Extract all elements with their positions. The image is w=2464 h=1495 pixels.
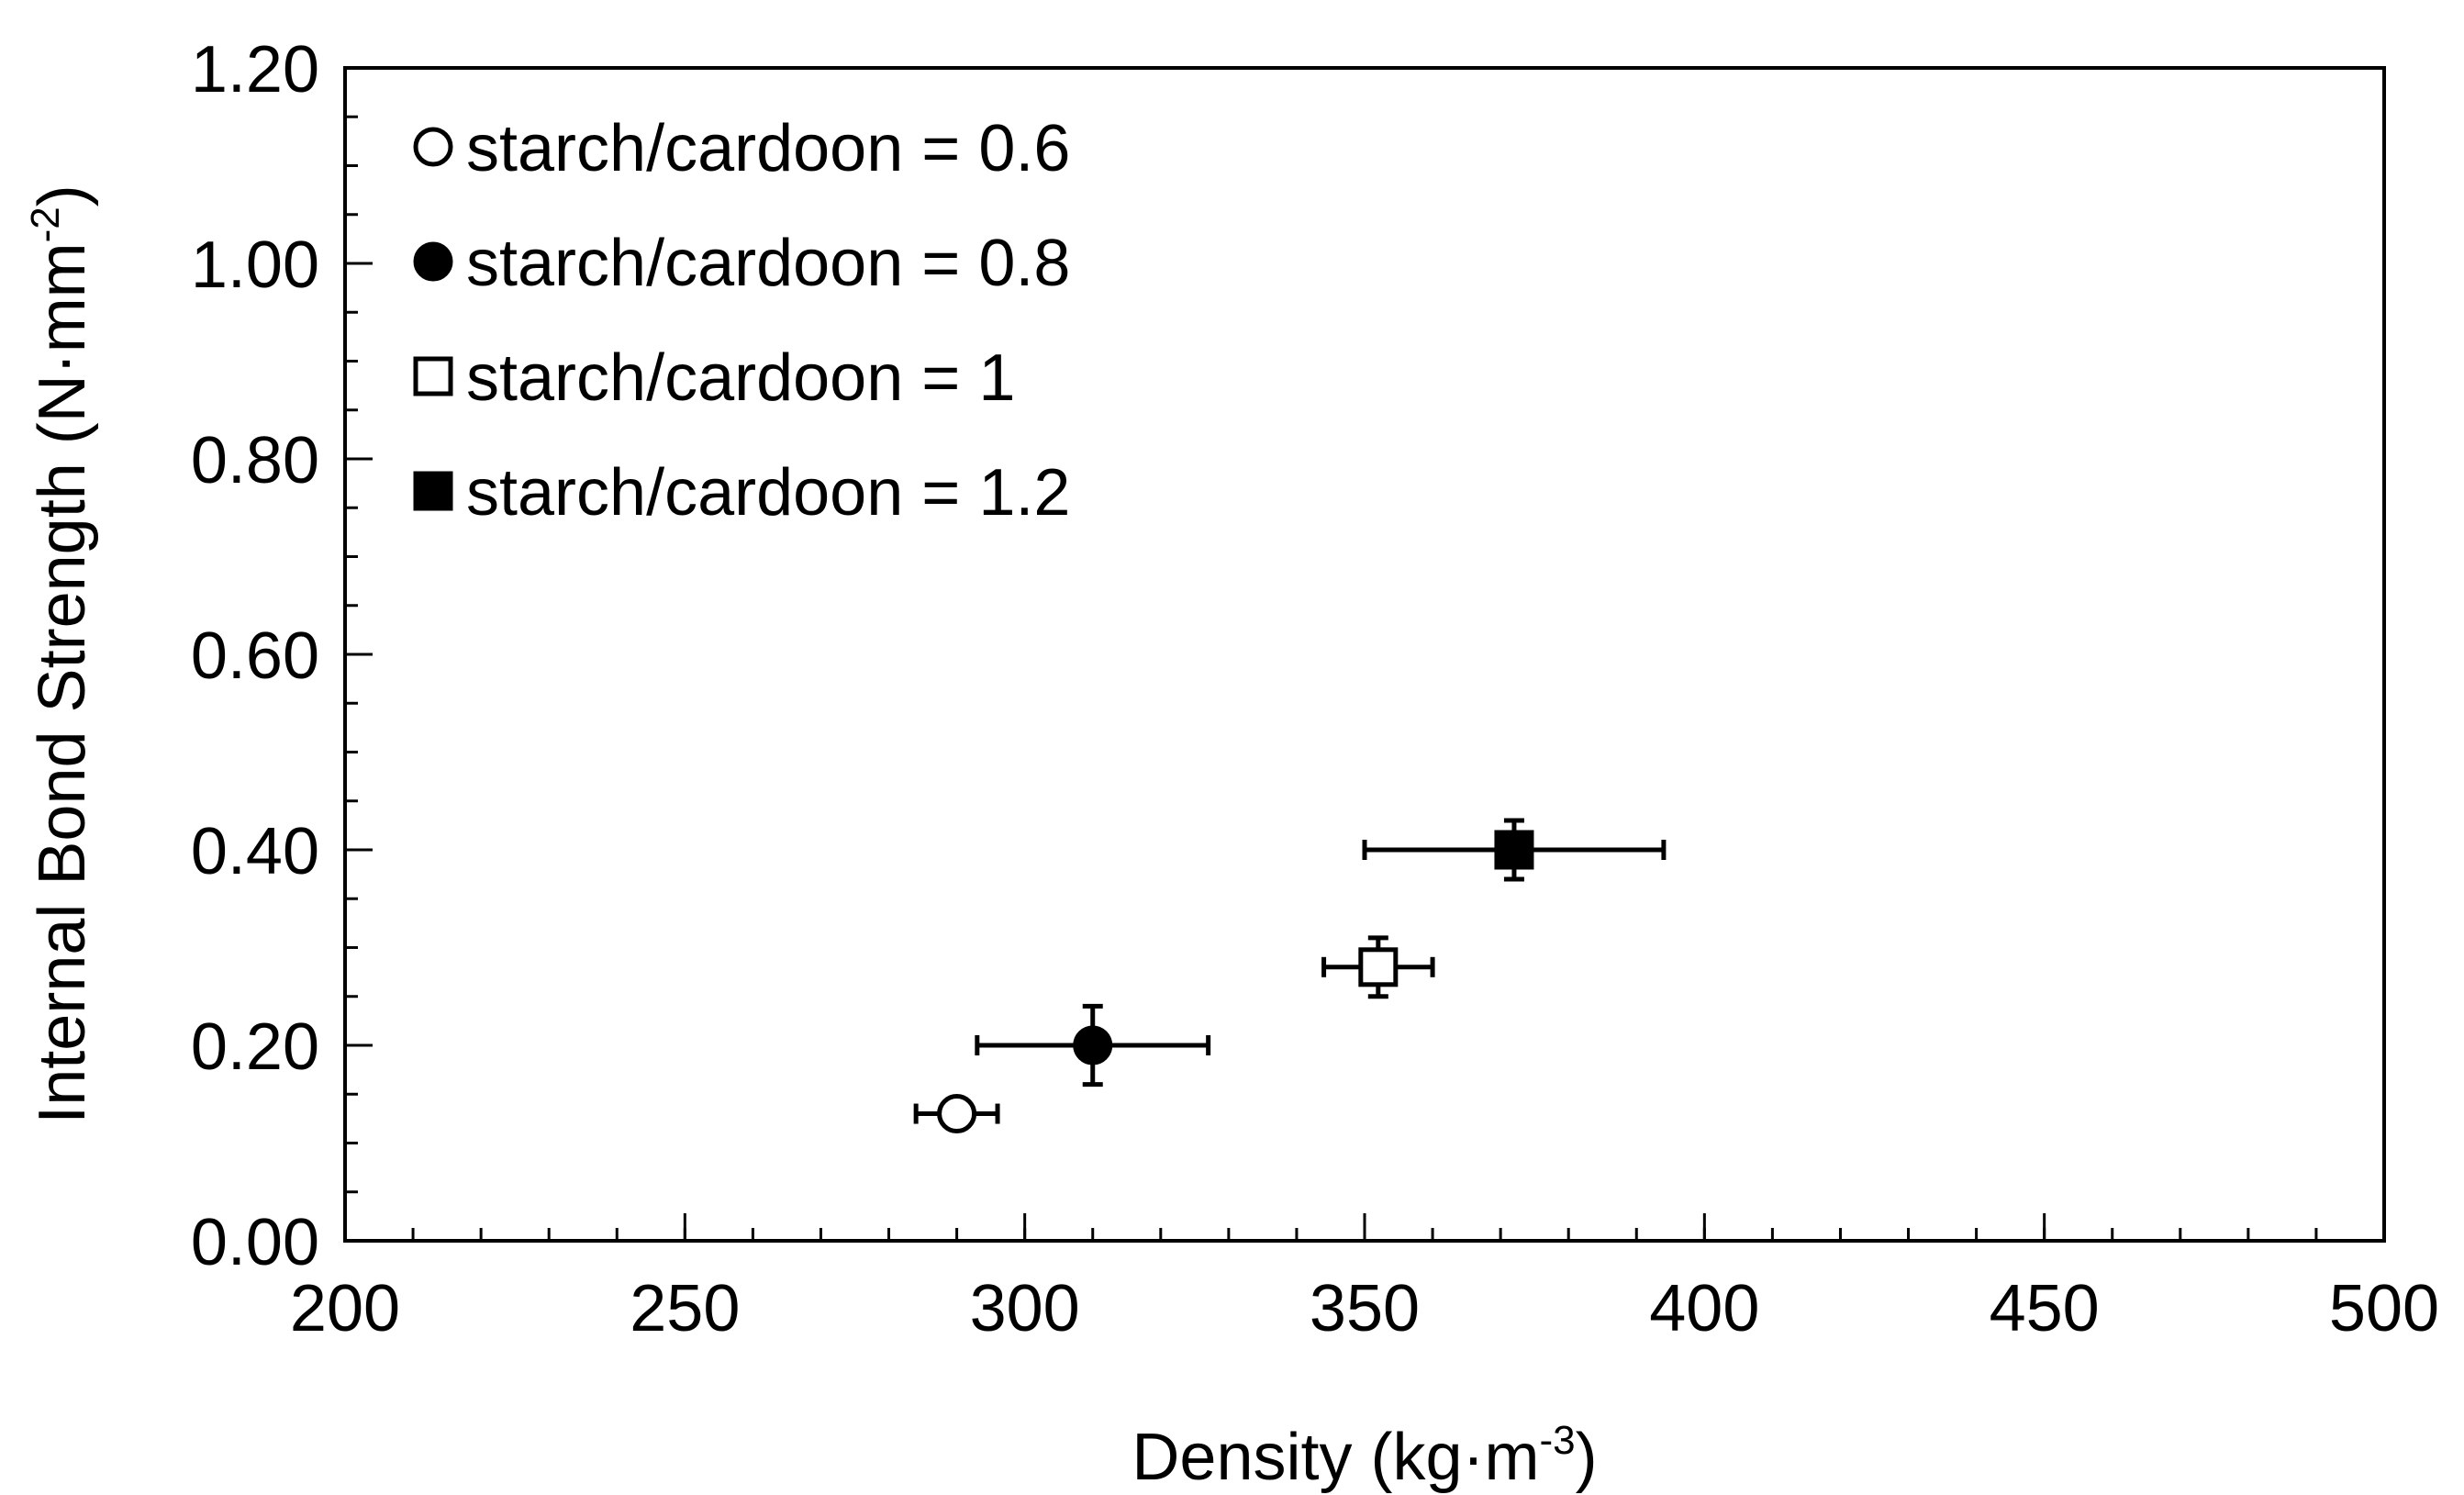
legend-entry-1: starch/cardoon = 0.6 (413, 112, 1070, 185)
x-axis-label-sup: -3 (1539, 1418, 1575, 1463)
point-marker (937, 1094, 977, 1134)
y-tick-label: 0.80 (191, 424, 319, 497)
y-tick-label: 0.00 (191, 1206, 319, 1279)
legend-marker (413, 127, 453, 167)
y-tick-label: 0.60 (191, 619, 319, 693)
legend-marker (413, 241, 453, 282)
y-axis-label-text: Internal Bond Strength (N·mm (26, 242, 99, 1123)
data-point-2 (975, 1003, 1211, 1088)
y-axis-label-sup: -2 (23, 206, 68, 242)
x-axis-label-text: Density (kg·m (1132, 1421, 1539, 1494)
point-marker (1073, 1025, 1113, 1065)
x-tick-label: 200 (290, 1272, 400, 1345)
y-axis-label: Internal Bond Strength (N·mm-2) (23, 184, 99, 1124)
x-axis-label: Density (kg·m-3) (1132, 1418, 1597, 1494)
y-tick-label: 0.40 (191, 815, 319, 888)
x-tick-label: 250 (630, 1272, 740, 1345)
x-tick-label: 300 (970, 1272, 1080, 1345)
point-marker (1358, 947, 1399, 987)
legend-label: starch/cardoon = 0.6 (466, 112, 1070, 185)
legend-entry-3: starch/cardoon = 1 (413, 341, 1015, 415)
y-tick-label: 1.20 (191, 33, 319, 106)
legend-label: starch/cardoon = 0.8 (466, 227, 1070, 300)
data-point-4 (1362, 818, 1667, 882)
legend-marker (413, 356, 453, 396)
data-point-3 (1321, 935, 1435, 999)
data-point-1 (913, 1094, 1000, 1134)
x-tick-label: 450 (1990, 1272, 2100, 1345)
y-axis-label-close: ) (26, 184, 99, 206)
y-tick-label: 0.20 (191, 1010, 319, 1084)
legend-entry-4: starch/cardoon = 1.2 (413, 456, 1070, 530)
legend-entry-2: starch/cardoon = 0.8 (413, 227, 1070, 300)
legend: starch/cardoon = 0.6 starch/cardoon = 0.8… (413, 112, 1070, 530)
legend-marker (413, 471, 453, 511)
y-tick-label: 1.00 (191, 229, 319, 302)
x-tick-label: 500 (2329, 1272, 2439, 1345)
data-points (913, 818, 1667, 1134)
x-tick-label: 400 (1649, 1272, 1759, 1345)
x-axis-label-close: ) (1576, 1421, 1598, 1494)
legend-label: starch/cardoon = 1 (466, 341, 1015, 415)
x-tick-label: 350 (1310, 1272, 1420, 1345)
point-marker (1494, 830, 1534, 870)
axes: 200 250 300 350 400 450 500 0.00 0.20 0.40 0.60 0.8… (23, 33, 2439, 1494)
legend-label: starch/cardoon = 1.2 (466, 456, 1070, 530)
